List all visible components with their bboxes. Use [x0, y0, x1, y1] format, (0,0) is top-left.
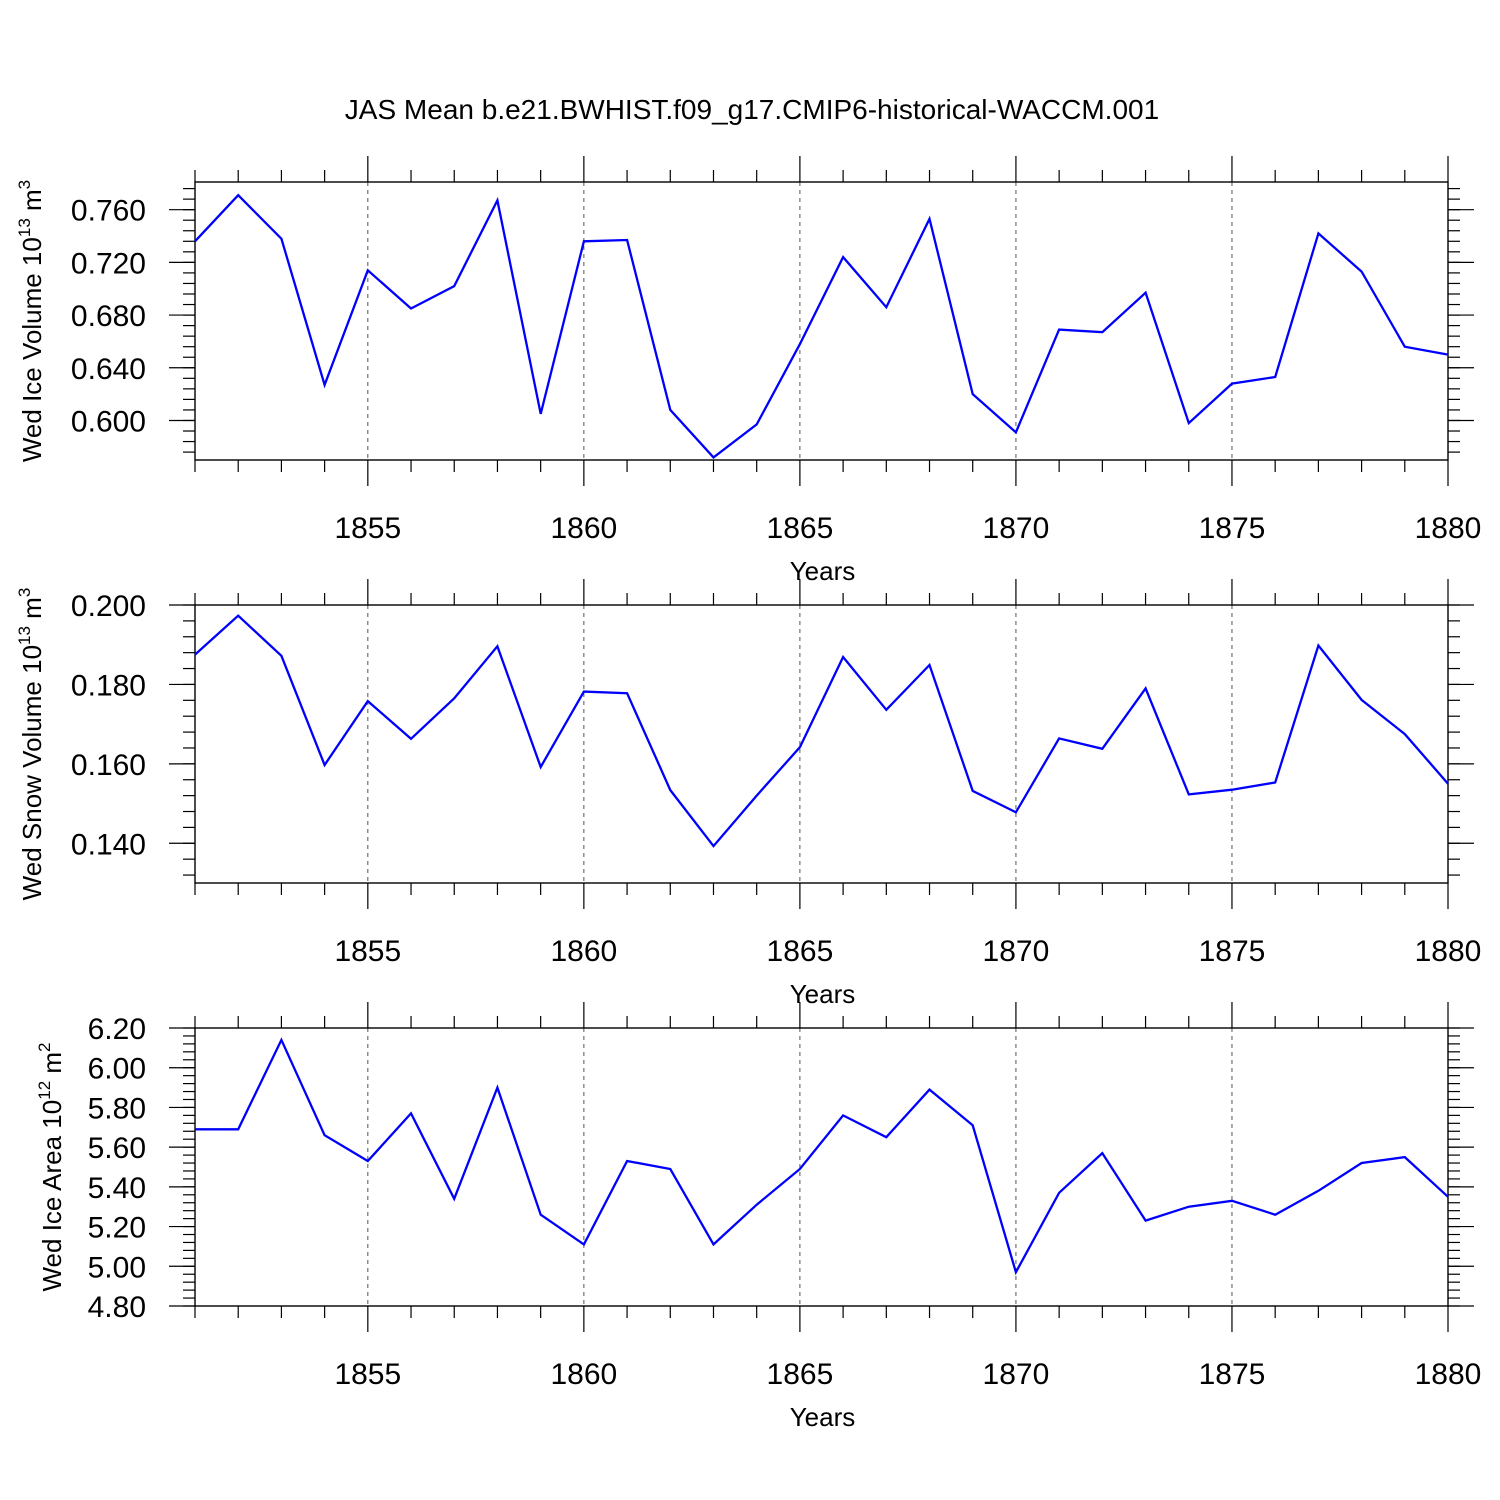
snow-volume-panel: 1855 1860 1865 1870 1875 1880 Years 0.140 0.160 0… — [15, 579, 1481, 1009]
snow-volume-y-axis-label: Wed Snow Volume 1013 m3 — [15, 588, 47, 901]
snow-volume-y-tick-label: 0.180 — [71, 669, 146, 702]
ice-area-series-line — [195, 1037, 1449, 1276]
snow-volume-y-tick-label: 0.200 — [71, 590, 146, 623]
ice-volume-x-tick-label: 1875 — [1199, 512, 1266, 545]
snow-volume-y-label-unit-exp: 3 — [15, 588, 34, 597]
ice-volume-panel: 1855 1860 1865 1870 1875 1880 Years 0.600 0.640 0… — [15, 156, 1481, 586]
snow-volume-y-label-text: Wed Snow Volume — [17, 674, 47, 900]
ice-volume-y-label-unit: m — [17, 189, 47, 218]
ice-area-y-label-exp: 12 — [35, 1081, 54, 1100]
ice-volume-y-label-unit-exp: 3 — [15, 180, 34, 189]
ice-area-y-label-base: 10 — [37, 1100, 67, 1129]
ice-area-panel: 1855 1860 1865 1870 1875 1880 Years 4.80 5.00 5.2… — [35, 1002, 1481, 1432]
snow-volume-series-line — [194, 614, 1449, 848]
ice-volume-y-tick-label: 0.640 — [71, 353, 146, 386]
ice-volume-y-tick-label: 0.680 — [71, 300, 146, 333]
ice-area-y-label-unit-exp: 2 — [35, 1042, 54, 1051]
ice-volume-y-axis-label: Wed Ice Volume 1013 m3 — [15, 180, 47, 462]
ice-area-x-tick-label: 1860 — [550, 1358, 617, 1391]
snow-volume-y-tick-label: 0.160 — [71, 749, 146, 782]
snow-volume-x-tick-label: 1860 — [550, 935, 617, 968]
ice-area-y-axis-label: Wed Ice Area 1012 m2 — [35, 1042, 67, 1291]
ice-volume-plot-frame — [194, 181, 1449, 461]
ice-area-x-tick-label: 1855 — [334, 1358, 401, 1391]
ice-area-y-tick-label: 6.20 — [88, 1013, 146, 1046]
ice-area-y-tick-label: 5.00 — [88, 1251, 146, 1284]
ice-area-y-label-text: Wed Ice Area — [37, 1129, 67, 1292]
ice-area-y-tick-label: 5.60 — [88, 1132, 146, 1165]
snow-volume-y-tick-label: 0.140 — [71, 828, 146, 861]
ice-area-y-label-unit: m — [37, 1052, 67, 1081]
ice-volume-x-tick-label: 1865 — [767, 512, 834, 545]
ice-area-x-axis-label: Years — [790, 1402, 856, 1432]
ice-area-x-tick-label: 1875 — [1199, 1358, 1266, 1391]
snow-volume-x-axis-label: Years — [790, 979, 856, 1009]
ice-volume-x-tick-label: 1855 — [334, 512, 401, 545]
ice-volume-series-line — [194, 193, 1449, 459]
ice-volume-y-tick-label: 0.600 — [71, 405, 146, 438]
snow-volume-x-tick-label: 1880 — [1415, 935, 1482, 968]
snow-volume-y-label-base: 10 — [17, 645, 47, 674]
ice-area-plot-frame — [194, 1027, 1449, 1307]
ice-volume-x-tick-label: 1860 — [550, 512, 617, 545]
ice-volume-y-tick-label: 0.760 — [71, 195, 146, 228]
ice-area-y-tick-label: 5.20 — [88, 1212, 146, 1245]
ice-volume-x-tick-label: 1870 — [983, 512, 1050, 545]
snow-volume-x-tick-label: 1855 — [334, 935, 401, 968]
ice-area-y-tick-label: 5.40 — [88, 1172, 146, 1205]
ice-area-x-tick-label: 1870 — [983, 1358, 1050, 1391]
snow-volume-x-tick-label: 1865 — [767, 935, 834, 968]
snow-volume-y-label-unit: m — [17, 597, 47, 626]
snow-volume-plot-frame — [194, 604, 1449, 884]
figure-title: JAS Mean b.e21.BWHIST.f09_g17.CMIP6-hist… — [345, 94, 1159, 125]
ice-volume-x-tick-label: 1880 — [1415, 512, 1482, 545]
ice-area-y-tick-label: 6.00 — [88, 1053, 146, 1086]
ice-volume-y-label-base: 10 — [17, 237, 47, 266]
snow-volume-x-tick-label: 1870 — [983, 935, 1050, 968]
ice-volume-y-tick-label: 0.720 — [71, 247, 146, 280]
ice-volume-x-axis-label: Years — [790, 556, 856, 586]
snow-volume-y-label-exp: 13 — [15, 626, 34, 645]
ice-area-y-tick-label: 5.80 — [88, 1092, 146, 1125]
ice-area-x-tick-label: 1865 — [767, 1358, 834, 1391]
ice-volume-y-label-exp: 13 — [15, 218, 34, 237]
ice-volume-y-label-text: Wed Ice Volume — [17, 266, 47, 462]
ice-area-x-tick-label: 1880 — [1415, 1358, 1482, 1391]
snow-volume-x-tick-label: 1875 — [1199, 935, 1266, 968]
ice-area-y-tick-label: 4.80 — [88, 1291, 146, 1324]
